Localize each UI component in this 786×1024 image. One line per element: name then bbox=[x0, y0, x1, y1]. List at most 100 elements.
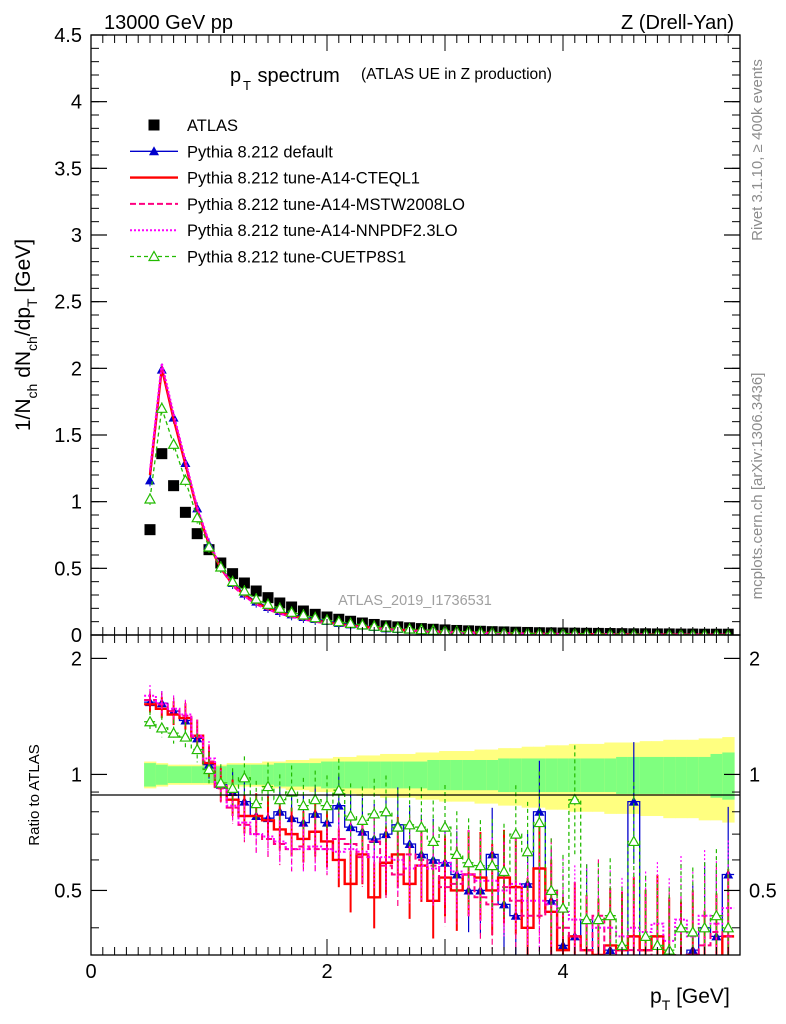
band-inner bbox=[179, 766, 192, 784]
ratio-point-cuetp8s1 bbox=[710, 909, 723, 921]
ratio-point-cuetp8s1 bbox=[722, 921, 735, 933]
xtick-label: 0 bbox=[85, 961, 96, 983]
ratio-point-cuetp8s1 bbox=[568, 793, 581, 805]
ratio-point-cuetp8s1 bbox=[639, 930, 652, 941]
ytick-label: 0 bbox=[71, 625, 82, 647]
ratio-point-cuetp8s1 bbox=[533, 816, 546, 828]
ratio-point-default bbox=[621, 954, 623, 955]
rivet-label: Rivet 3.1.10, ≥ 400k events bbox=[749, 59, 766, 241]
ratio-ytick-label: 0.5 bbox=[54, 880, 82, 902]
ratio-point-cuetp8s1 bbox=[309, 793, 322, 805]
ratio-point-cuetp8s1 bbox=[202, 763, 216, 775]
analysis-id: ATLAS_2019_I1736531 bbox=[338, 593, 492, 609]
point-cuetp8s1 bbox=[179, 474, 192, 485]
band-inner bbox=[580, 758, 593, 793]
ratio-point-cuetp8s1 bbox=[356, 814, 369, 825]
xlabel: pT [GeV] bbox=[650, 985, 730, 1013]
band-inner bbox=[380, 761, 393, 789]
ratio-point-cuetp8s1 bbox=[155, 721, 168, 733]
band-inner bbox=[450, 759, 464, 791]
series-line-nnpdf bbox=[149, 362, 729, 635]
ratio-point-cuetp8s1 bbox=[580, 913, 593, 925]
ytick-label: 4.5 bbox=[54, 25, 82, 47]
ratio-point-cuetp8s1 bbox=[438, 820, 452, 832]
header-right: Z (Drell-Yan) bbox=[621, 12, 734, 34]
ratio-point-cuetp8s1 bbox=[698, 921, 711, 933]
band-inner bbox=[391, 761, 405, 789]
ratio-point-cuetp8s1 bbox=[486, 859, 499, 871]
svg-text:pT [GeV]: pT [GeV] bbox=[650, 985, 730, 1013]
ratio-point-cuetp8s1 bbox=[509, 827, 522, 839]
ytick-label: 4 bbox=[71, 92, 82, 114]
ratio-ytick-label-right: 0.5 bbox=[749, 880, 777, 902]
band-inner bbox=[297, 763, 310, 787]
ytick-label: 2.5 bbox=[54, 292, 82, 314]
xtick-label: 2 bbox=[321, 961, 332, 983]
band-inner bbox=[368, 761, 381, 789]
band-inner bbox=[439, 759, 452, 791]
ratio-ylabel: Ratio to ATLAS bbox=[26, 744, 43, 845]
ratio-point-default bbox=[333, 800, 344, 810]
point-cuetp8s1 bbox=[191, 511, 204, 523]
band-inner bbox=[250, 764, 263, 785]
data-point-atlas bbox=[238, 577, 250, 589]
data-point-atlas bbox=[250, 585, 262, 597]
title-note: (ATLAS UE in Z production) bbox=[361, 66, 552, 83]
point-cuetp8s1 bbox=[261, 598, 275, 609]
ratio-ytick-label: 1 bbox=[71, 764, 82, 786]
band-inner bbox=[509, 758, 523, 793]
ratio-point-cuetp8s1 bbox=[545, 884, 558, 896]
ratio-point-cuetp8s1 bbox=[403, 818, 416, 830]
ratio-point-cuetp8s1 bbox=[450, 848, 463, 860]
ratio-point-default bbox=[669, 954, 670, 955]
band-inner bbox=[321, 761, 334, 789]
ratio-point-cuetp8s1 bbox=[179, 730, 192, 742]
band-inner bbox=[344, 761, 357, 789]
xtick-label: 4 bbox=[557, 961, 568, 983]
ratio-point-cuetp8s1 bbox=[143, 715, 157, 727]
ytick-label: 0.5 bbox=[54, 558, 82, 580]
band-inner bbox=[710, 753, 723, 798]
band-inner bbox=[604, 758, 617, 793]
data-point-atlas bbox=[156, 448, 168, 460]
data-point-atlas bbox=[168, 480, 180, 492]
point-cuetp8s1 bbox=[273, 602, 286, 613]
ratio-point-cuetp8s1 bbox=[368, 807, 381, 819]
ratio-frame bbox=[90, 634, 741, 956]
header-left: 13000 GeV pp bbox=[104, 12, 233, 34]
band-inner bbox=[309, 763, 322, 787]
ratio-point-cuetp8s1 bbox=[497, 865, 511, 877]
point-cuetp8s1 bbox=[167, 438, 180, 449]
band-inner bbox=[403, 761, 416, 789]
data-point-atlas bbox=[227, 568, 239, 580]
ratio-ytick-label: 2 bbox=[71, 648, 82, 670]
ratio-point-cuetp8s1 bbox=[674, 921, 688, 933]
band-inner bbox=[486, 759, 499, 791]
band-inner bbox=[427, 759, 440, 791]
legend-label-default: Pythia 8.212 default bbox=[187, 143, 333, 161]
ytick-label: 1 bbox=[71, 492, 82, 514]
ratio-point-cuetp8s1 bbox=[556, 901, 570, 913]
band-inner bbox=[262, 764, 275, 785]
mcplots-label: mcplots.cern.ch [arXiv:1306.3436] bbox=[749, 373, 766, 600]
band-inner bbox=[356, 761, 369, 789]
point-cuetp8s1 bbox=[214, 560, 227, 572]
data-point-atlas bbox=[191, 528, 203, 540]
ratio-point-default bbox=[657, 954, 658, 955]
point-cuetp8s1 bbox=[155, 402, 168, 413]
ytick-label: 3 bbox=[71, 225, 82, 247]
ratio-point-cuetp8s1 bbox=[686, 925, 699, 937]
band-inner bbox=[144, 763, 157, 787]
point-cuetp8s1 bbox=[143, 492, 157, 504]
band-inner bbox=[686, 756, 700, 794]
ratio-point-cuetp8s1 bbox=[474, 859, 487, 871]
legend-label-cteql1: Pythia 8.212 tune-A14-CTEQL1 bbox=[187, 170, 420, 188]
band-inner bbox=[191, 766, 204, 784]
legend-marker-cuetp8s1 bbox=[147, 250, 161, 262]
main-ylabel: 1/Nch dNch/dpT [GeV] bbox=[12, 239, 40, 431]
point-cuetp8s1 bbox=[202, 540, 216, 552]
ratio-point-cuetp8s1 bbox=[415, 820, 428, 832]
ratio-point-cuetp8s1 bbox=[238, 771, 251, 783]
data-point-atlas bbox=[179, 506, 191, 518]
